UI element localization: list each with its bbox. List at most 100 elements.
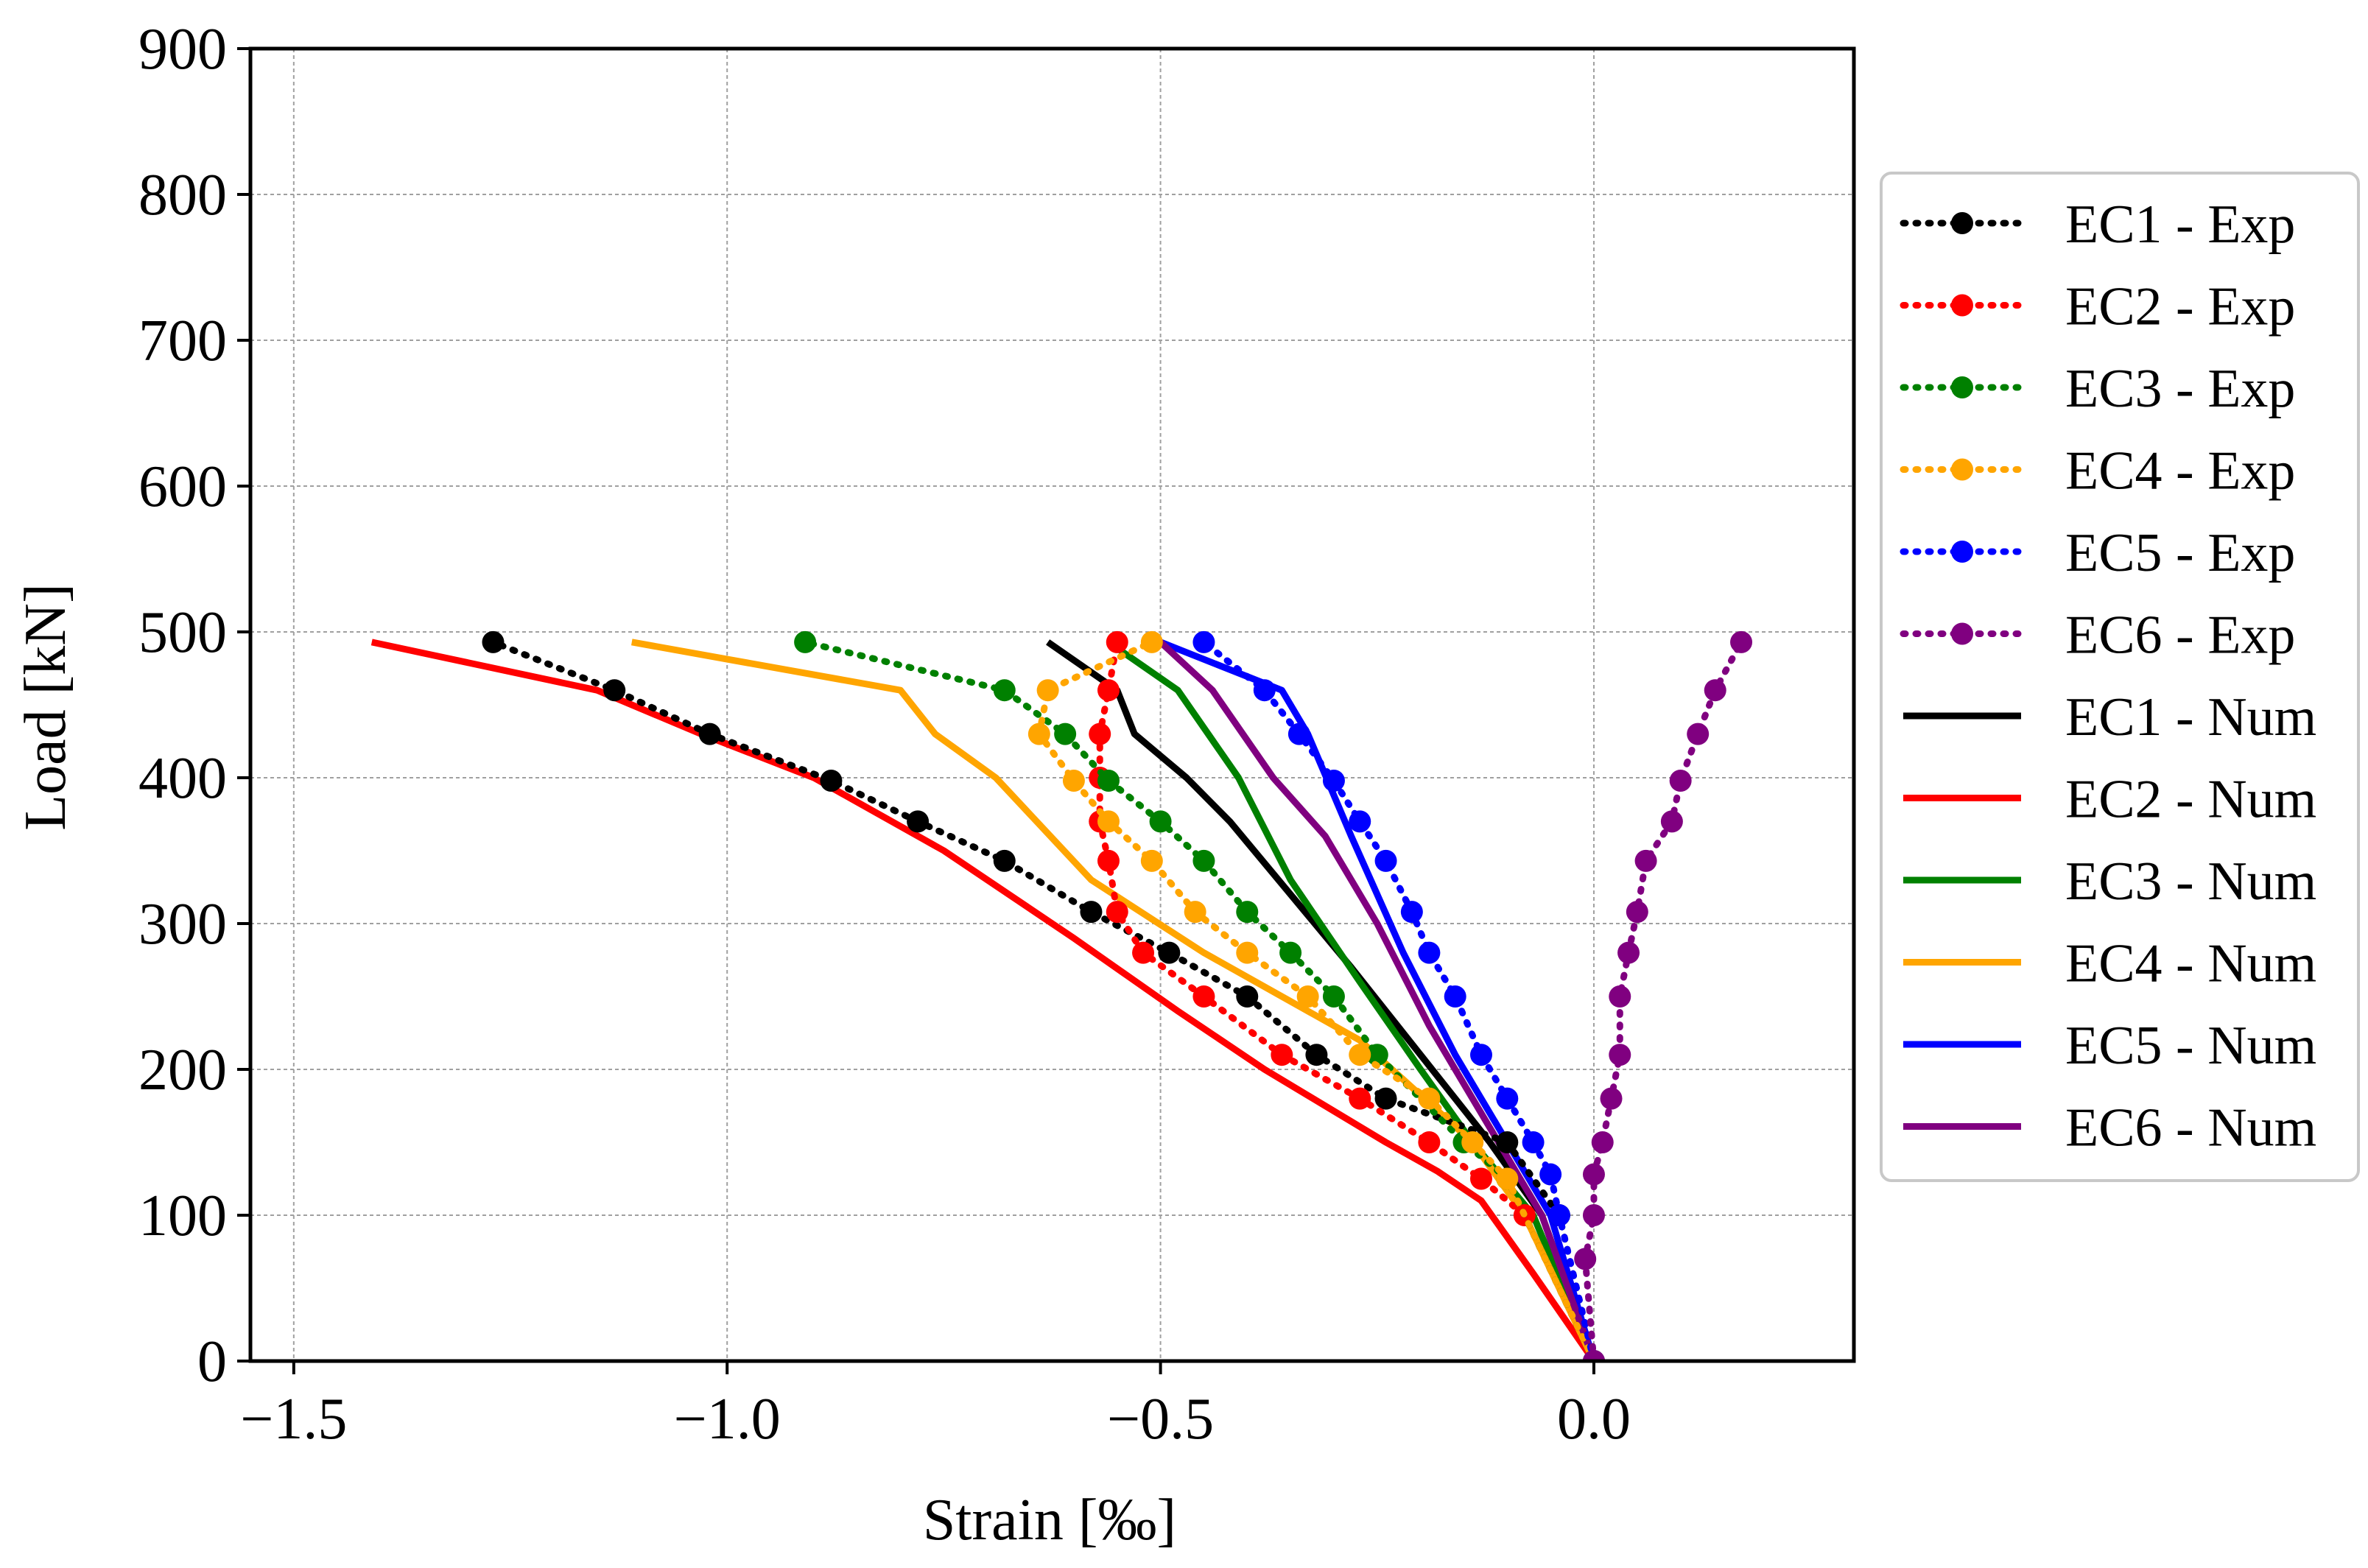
data-point-ec4-exp	[1418, 1087, 1441, 1110]
data-point-ec5-exp	[1287, 723, 1310, 745]
data-point-ec5-exp	[1496, 1087, 1519, 1110]
data-point-ec3-exp	[1097, 769, 1120, 792]
data-point-ec1-exp	[907, 810, 930, 833]
y-tick-label: 100	[138, 1184, 227, 1248]
data-point-ec2-exp	[1349, 1087, 1371, 1110]
data-point-ec4-exp	[1097, 810, 1120, 833]
x-axis-label: Strain [‰]	[923, 1488, 1176, 1553]
data-point-ec2-exp	[1097, 679, 1120, 702]
data-point-ec5-exp	[1400, 901, 1423, 924]
data-point-ec2-exp	[1106, 630, 1128, 653]
data-point-ec5-exp	[1349, 810, 1371, 833]
data-point-ec4-exp	[1236, 941, 1259, 964]
data-point-ec1-exp	[1374, 1087, 1397, 1110]
legend-label: EC5 - Exp	[2065, 523, 2295, 583]
data-point-ec1-exp	[1305, 1044, 1328, 1066]
series-line-ec5-num	[1159, 639, 1598, 1361]
y-tick-label: 300	[138, 892, 227, 957]
data-point-ec5-exp	[1539, 1163, 1562, 1186]
data-point-ec6-exp	[1730, 630, 1753, 653]
data-point-ec5-exp	[1322, 769, 1345, 792]
legend-label: EC3 - Exp	[2065, 359, 2295, 419]
data-point-ec4-exp	[1349, 1044, 1371, 1066]
legend-label: EC2 - Exp	[2065, 277, 2295, 337]
legend-label: EC1 - Num	[2065, 687, 2316, 748]
x-tick-label: −0.5	[1107, 1387, 1214, 1452]
data-point-ec5-exp	[1192, 630, 1215, 653]
data-point-ec3-exp	[1322, 985, 1345, 1008]
data-point-ec6-exp	[1609, 985, 1631, 1008]
data-point-ec6-exp	[1582, 1350, 1605, 1361]
legend-label: EC4 - Exp	[2065, 441, 2295, 502]
series-line-ec6-exp	[1581, 639, 1745, 1361]
legend-marker-ec3-exp	[1951, 376, 1973, 398]
y-tick-label: 500	[138, 600, 227, 665]
x-tick-label: −1.5	[240, 1387, 347, 1452]
data-point-ec2-exp	[1418, 1131, 1441, 1153]
legend-marker-ec2-exp	[1951, 294, 1973, 317]
data-point-ec6-exp	[1591, 1131, 1614, 1153]
data-point-ec4-exp	[1296, 985, 1319, 1008]
data-point-ec6-exp	[1582, 1204, 1605, 1226]
data-point-ec4-exp	[1461, 1131, 1484, 1153]
data-point-ec3-exp	[1149, 810, 1172, 833]
data-point-ec1-exp	[820, 769, 843, 792]
legend-label: EC2 - Num	[2065, 770, 2316, 830]
legend-marker-ec5-exp	[1951, 541, 1973, 563]
data-point-ec2-exp	[1106, 901, 1128, 924]
legend-label: EC6 - Num	[2065, 1098, 2316, 1159]
data-point-ec4-exp	[1036, 679, 1059, 702]
data-point-ec4-exp	[1184, 901, 1206, 924]
data-point-ec6-exp	[1617, 941, 1640, 964]
series-line-ec1-num	[1046, 639, 1598, 1361]
data-point-ec1-exp	[482, 630, 505, 653]
data-point-ec2-exp	[1097, 849, 1120, 872]
data-point-ec6-exp	[1574, 1248, 1597, 1270]
data-point-ec1-exp	[1496, 1131, 1519, 1153]
legend-label: EC5 - Num	[2065, 1016, 2316, 1076]
data-point-ec5-exp	[1444, 985, 1466, 1008]
data-point-ec2-exp	[1192, 985, 1215, 1008]
data-point-ec3-exp	[1054, 723, 1077, 745]
data-point-ec3-exp	[1366, 1044, 1388, 1066]
legend-label: EC3 - Num	[2065, 851, 2316, 912]
data-point-ec5-exp	[1418, 941, 1441, 964]
data-point-ec6-exp	[1582, 1163, 1605, 1186]
data-point-ec2-exp	[1469, 1167, 1492, 1190]
data-point-ec1-exp	[698, 723, 721, 745]
series-line-ec5-exp	[1200, 639, 1598, 1361]
x-tick-label: 0.0	[1557, 1387, 1631, 1452]
data-point-ec1-exp	[1080, 901, 1103, 924]
data-point-ec1-exp	[1236, 985, 1259, 1008]
data-point-ec4-exp	[1140, 849, 1163, 872]
y-tick-label: 700	[138, 309, 227, 373]
y-axis-label: Load [kN]	[13, 583, 78, 830]
data-point-ec3-exp	[993, 679, 1016, 702]
series-group	[370, 630, 1753, 1361]
legend-marker-ec1-exp	[1951, 212, 1973, 234]
data-point-ec4-exp	[1027, 723, 1050, 745]
y-tick-label: 400	[138, 746, 227, 811]
legend-label: EC6 - Exp	[2065, 605, 2295, 666]
data-point-ec5-exp	[1547, 1204, 1570, 1226]
data-point-ec6-exp	[1669, 769, 1692, 792]
data-point-ec6-exp	[1660, 810, 1683, 833]
data-point-ec5-exp	[1253, 679, 1276, 702]
y-tick-label: 800	[138, 163, 227, 228]
data-point-ec4-exp	[1140, 630, 1163, 653]
legend-marker-ec6-exp	[1951, 622, 1973, 645]
data-point-ec6-exp	[1600, 1087, 1623, 1110]
data-point-ec6-exp	[1687, 723, 1710, 745]
data-point-ec6-exp	[1704, 679, 1726, 702]
legend-label: EC4 - Num	[2065, 934, 2316, 994]
y-tick-label: 200	[138, 1038, 227, 1103]
y-tick-label: 900	[138, 17, 227, 82]
data-point-ec5-exp	[1469, 1044, 1492, 1066]
data-point-ec1-exp	[1158, 941, 1181, 964]
data-point-ec3-exp	[1236, 901, 1259, 924]
data-point-ec3-exp	[1192, 849, 1215, 872]
data-point-ec1-exp	[993, 849, 1016, 872]
x-tick-label: −1.0	[674, 1387, 781, 1452]
